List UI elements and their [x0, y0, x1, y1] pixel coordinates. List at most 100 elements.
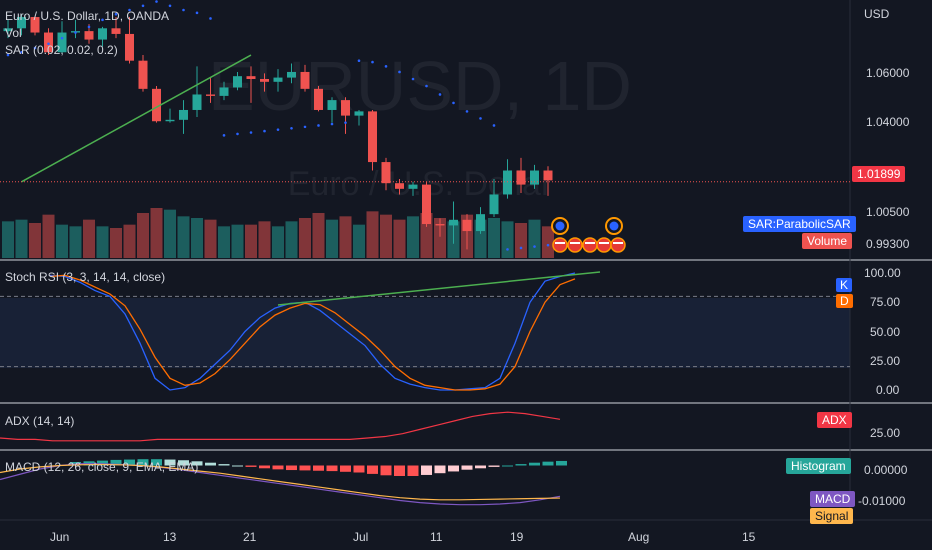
volume-bar [488, 218, 500, 258]
volume-bar [231, 224, 244, 258]
price-tick-4: 0.99300 [866, 237, 910, 251]
sar-dot [533, 245, 536, 248]
vol-legend: Vol [5, 26, 22, 40]
macd-histogram-bar [353, 465, 365, 473]
sar-dot [6, 53, 10, 57]
macd-histogram-bar [151, 459, 162, 466]
macd-histogram-bar [205, 462, 216, 466]
candle-body [408, 184, 418, 189]
macd-histogram-bar [380, 465, 392, 476]
sar-dot [168, 4, 172, 8]
sar-dot [519, 246, 523, 250]
macd-histogram-bar [245, 465, 257, 467]
sar-dot [546, 243, 550, 247]
volume-bar [285, 221, 298, 258]
volume-bar [56, 224, 68, 258]
sar-dot [222, 134, 226, 137]
macd-histogram-bar [434, 465, 446, 474]
candle-body [98, 28, 107, 40]
sar-dot [384, 65, 388, 68]
volume-bar [164, 209, 176, 258]
adx-tag: ADX [817, 412, 852, 428]
event-icon-core-1 [609, 221, 619, 231]
stoch-legend: Stoch RSI (3, 3, 14, 14, close) [5, 270, 166, 284]
macd-histogram-bar [326, 465, 338, 472]
time-tick-19: 19 [510, 530, 524, 544]
volume-bar [299, 218, 311, 258]
symbol-title: Euro / U.S. Dollar, 1D, OANDA [5, 9, 170, 23]
candle-body [300, 71, 310, 89]
macd-histogram-bar [232, 465, 243, 467]
sar-dot [60, 36, 64, 40]
signal-tag: Signal [810, 508, 854, 524]
candle-body [287, 71, 296, 78]
candle-body [503, 170, 512, 195]
macd-histogram-bar [137, 459, 149, 466]
candle-body [206, 94, 215, 96]
stoch-tick-0: 0.00 [876, 383, 900, 397]
candle-body [516, 170, 526, 185]
volume-bar [542, 226, 554, 258]
candle-body [233, 76, 242, 88]
sar-dot [357, 59, 361, 62]
time-tick-13: 13 [163, 530, 177, 544]
candle-body [314, 88, 323, 110]
candle-body [381, 162, 391, 184]
stoch-d-tag: D [836, 294, 853, 308]
volume-bar [96, 226, 109, 258]
sar-dot [128, 8, 131, 12]
volume-bar [380, 214, 392, 258]
candle-body [138, 60, 148, 89]
macd-line-signal [0, 463, 561, 501]
flag-icon-1 [567, 237, 583, 253]
macd-histogram-bar [529, 462, 540, 466]
sar-dot [479, 117, 482, 120]
adx-tick-25: 25.00 [870, 426, 901, 440]
sar-dot [101, 18, 104, 22]
volume-bar [15, 219, 28, 258]
candle-body [165, 119, 175, 122]
volume-bar [218, 226, 230, 258]
sar-dot [330, 122, 334, 126]
volume-bar [29, 223, 41, 258]
candle-body [260, 78, 269, 82]
volume-bar [407, 216, 419, 258]
price-tick-2: 1.04000 [866, 115, 910, 129]
sar-dot [344, 121, 347, 124]
stoch-tick-25: 25.00 [870, 354, 901, 368]
volume-bar [110, 228, 122, 258]
volume-bar [150, 208, 163, 258]
sar-dot [465, 110, 469, 113]
watermark-symbol: EURUSD, 1D [208, 47, 632, 125]
macd-histogram-bar [340, 465, 351, 472]
time-tick-aug: Aug [628, 530, 650, 544]
volume-bar [501, 221, 514, 258]
candle-body [57, 32, 67, 53]
macd-tick-neg: -0.01000 [858, 494, 906, 508]
macd-histogram-bar [218, 464, 230, 466]
sar-tag: SAR:ParabolicSAR [743, 216, 856, 232]
volume-bar [420, 213, 433, 258]
candle-body [192, 94, 202, 110]
candle-body [17, 17, 26, 29]
candle-body [341, 100, 350, 116]
macd-histogram-bar [394, 465, 405, 476]
volume-tag: Volume [802, 233, 853, 249]
sar-dot [290, 126, 293, 130]
candle-body [354, 111, 364, 116]
candle-body [125, 33, 134, 61]
sar-dot [195, 11, 199, 15]
sar-dot [20, 50, 23, 54]
sar-dot [141, 4, 145, 8]
currency-label: USD [864, 7, 890, 21]
time-tick-15: 15 [742, 530, 756, 544]
candle-body [273, 77, 283, 82]
sar-dot [276, 128, 280, 131]
sar-dot [411, 77, 415, 81]
candle-body [3, 28, 13, 32]
watermark-name: Euro / U.S. Dollar [288, 165, 553, 203]
macd-histogram-bar [502, 465, 513, 467]
stoch-trendline [277, 271, 601, 306]
volume-bar [245, 224, 257, 258]
